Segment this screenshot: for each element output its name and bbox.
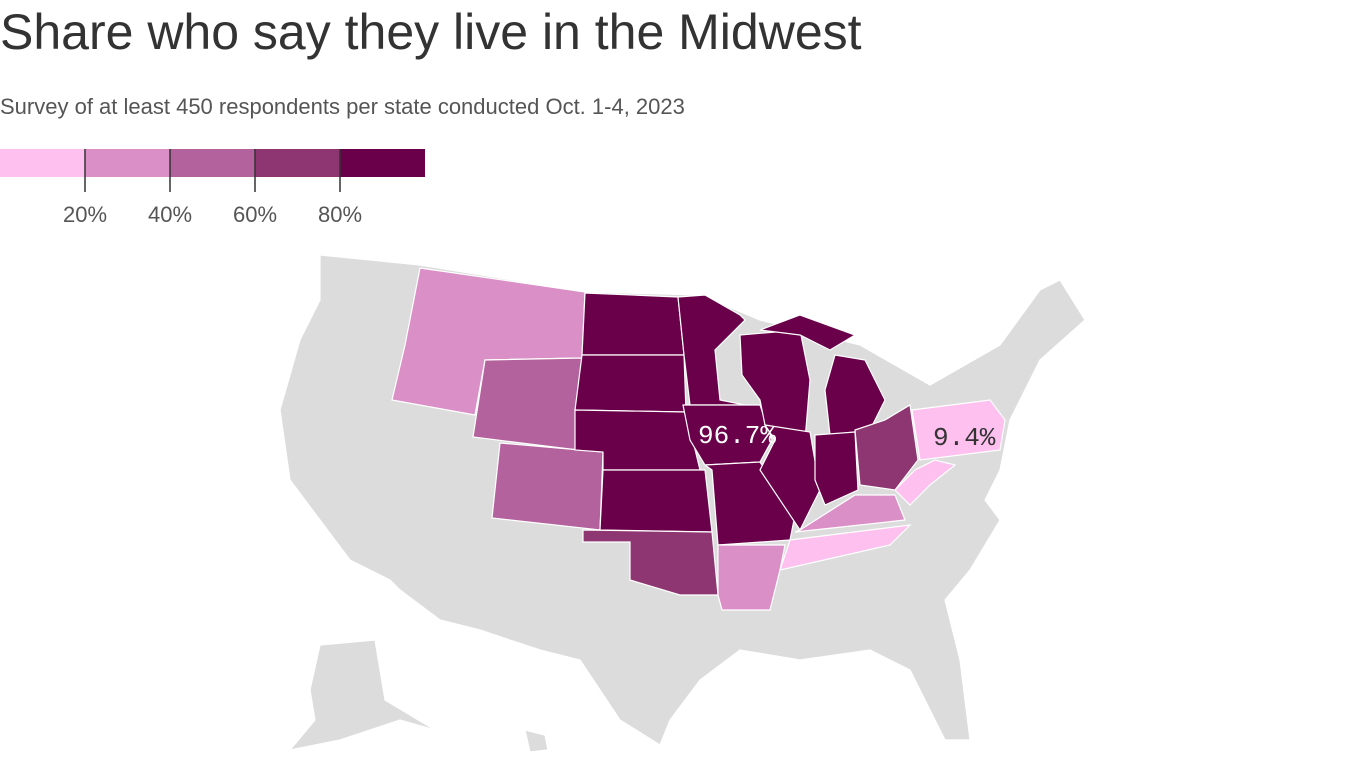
- state: [717, 544, 786, 611]
- legend-swatch: [255, 149, 340, 177]
- state: [894, 459, 957, 506]
- state: [911, 399, 1006, 461]
- hawaii: [524, 729, 549, 753]
- state: [472, 357, 583, 451]
- alaska: [288, 639, 436, 751]
- chart-subtitle: Survey of at least 450 respondents per s…: [0, 94, 685, 119]
- state: [814, 431, 859, 506]
- legend-tick-label: 80%: [318, 202, 362, 227]
- state: [854, 404, 919, 491]
- legend-swatch: [340, 149, 425, 177]
- annotation: 9.4%: [933, 423, 996, 453]
- state: [677, 294, 746, 406]
- annotation: 96.7%: [698, 421, 776, 451]
- legend-swatch: [170, 149, 255, 177]
- legend-swatch: [0, 149, 85, 177]
- legend: 20% 40% 60% 80%: [0, 149, 425, 227]
- state: [759, 314, 857, 351]
- states: [279, 254, 1086, 753]
- state: [794, 494, 906, 533]
- legend-swatch: [85, 149, 170, 177]
- state: [599, 469, 713, 533]
- state: [491, 442, 604, 531]
- state: [574, 354, 687, 413]
- state: [581, 292, 685, 356]
- legend-tick-label: 20%: [63, 202, 107, 227]
- state: [779, 524, 912, 571]
- legend-tick-label: 60%: [233, 202, 277, 227]
- state: [582, 529, 719, 596]
- chart-title: Share who say they live in the Midwest: [0, 4, 862, 60]
- legend-tick-label: 40%: [148, 202, 192, 227]
